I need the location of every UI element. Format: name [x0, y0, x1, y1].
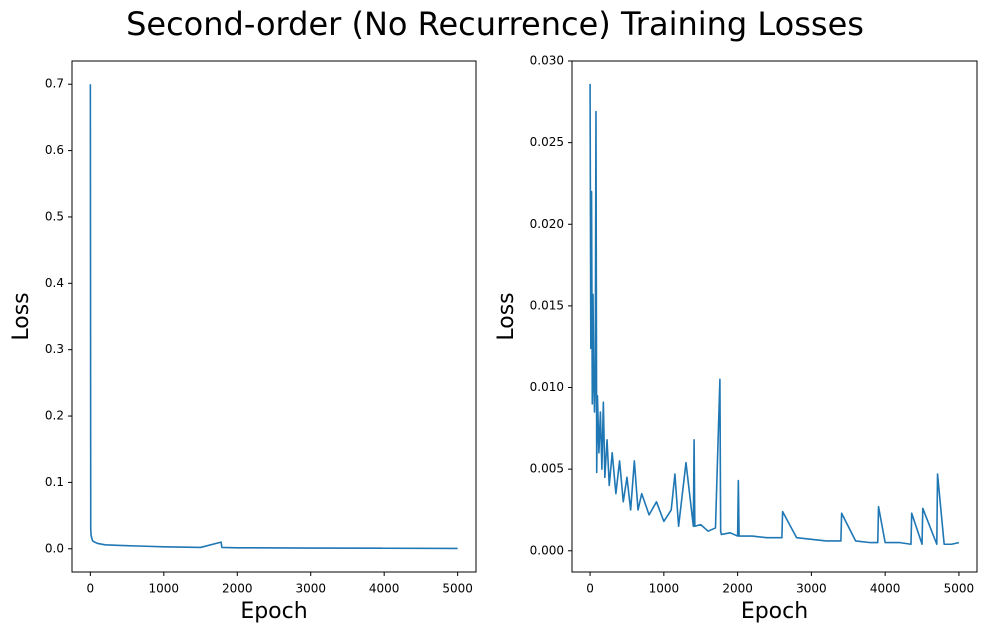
x-axis-label: Epoch: [741, 599, 808, 624]
loss-line: [589, 83, 960, 546]
loss-line: [89, 84, 458, 550]
y-tick-label: 0.0: [45, 541, 64, 555]
y-tick-label: 0.020: [530, 217, 564, 231]
x-tick-label: 1000: [149, 582, 180, 596]
y-axis-label: Loss: [494, 292, 519, 340]
x-tick-label: 2000: [222, 582, 253, 596]
y-tick-label: 0.010: [530, 380, 564, 394]
x-tick-label: 4000: [369, 582, 400, 596]
figure-title: Second-order (No Recurrence) Training Lo…: [126, 5, 864, 43]
x-tick-label: 1000: [649, 582, 680, 596]
y-tick-label: 0.3: [45, 342, 64, 356]
x-tick-label: 2000: [722, 582, 753, 596]
x-tick-label: 0: [87, 582, 95, 596]
x-tick-label: 0: [586, 582, 594, 596]
y-axis-label: Loss: [9, 292, 34, 340]
y-tick-label: 0.015: [530, 298, 564, 312]
axes-frame: [571, 60, 978, 573]
y-tick-label: 0.030: [530, 54, 564, 68]
x-tick-label: 3000: [295, 582, 326, 596]
y-tick-label: 0.5: [45, 209, 64, 223]
y-tick-label: 0.2: [45, 409, 64, 423]
x-tick-label: 4000: [870, 582, 901, 596]
x-tick-label: 5000: [944, 582, 975, 596]
x-axis-label: Epoch: [240, 599, 307, 624]
x-tick-label: 3000: [796, 582, 827, 596]
axes-frame: [71, 60, 477, 573]
y-tick-label: 0.4: [45, 276, 64, 290]
y-tick-label: 0.000: [530, 543, 564, 557]
y-tick-label: 0.6: [45, 143, 64, 157]
y-tick-label: 0.1: [45, 475, 64, 489]
y-tick-label: 0.025: [530, 135, 564, 149]
y-tick-label: 0.005: [530, 462, 564, 476]
x-tick-label: 5000: [442, 582, 473, 596]
y-tick-label: 0.7: [45, 77, 64, 91]
